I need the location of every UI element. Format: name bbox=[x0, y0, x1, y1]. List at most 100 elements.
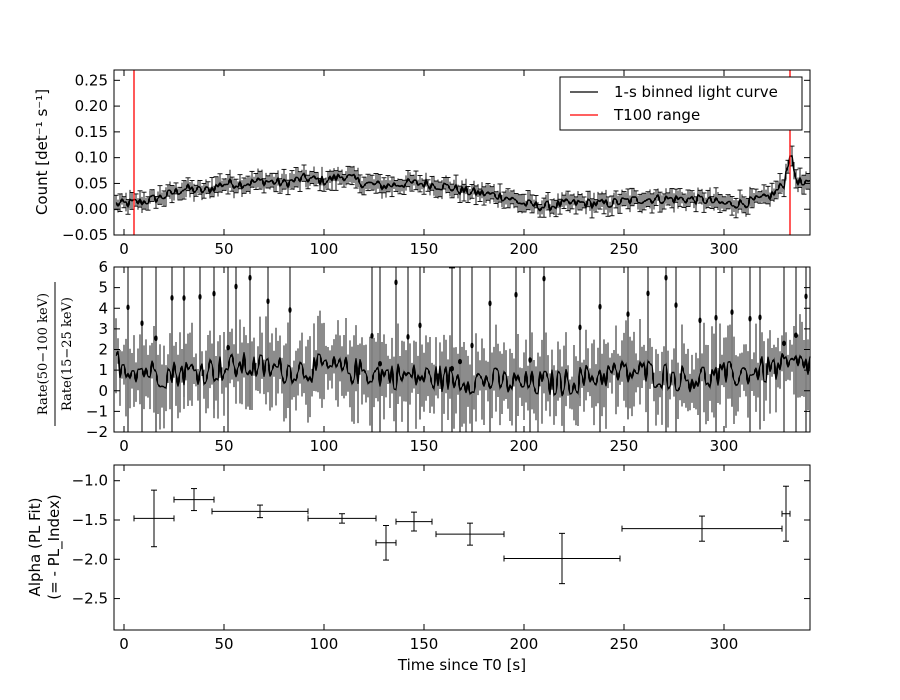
legend-label-light-curve: 1-s binned light curve bbox=[614, 83, 778, 101]
alpha-xtick-label: 100 bbox=[310, 635, 339, 653]
hardness-ratio-ticks: 0 50 100 150 200 250 300 −2 −1 0 1 2 3 4 5 6 bbox=[86, 258, 810, 455]
light-curve-ytick-label: 0.20 bbox=[75, 97, 108, 115]
hardness-ratio-outlier-point bbox=[730, 309, 734, 316]
hardness-ratio-ylabel-numerator: Rate(50−100 keV) bbox=[36, 293, 51, 415]
hardness-ratio-outlier-point bbox=[542, 275, 546, 282]
hardness-ratio-outlier-point bbox=[212, 290, 216, 297]
light-curve-ytick-label: 0.15 bbox=[75, 123, 108, 141]
hardness-ratio-outlier-point bbox=[248, 274, 252, 281]
hardness-ratio-ytick-label: 0 bbox=[98, 382, 108, 400]
hardness-ratio-xtick-label: 300 bbox=[710, 437, 739, 455]
hardness-ratio-xtick-label: 150 bbox=[410, 437, 439, 455]
alpha-panel: 0 50 100 150 200 250 300 −2.5 −2.0 −1.5 −1.0 Alpha… bbox=[26, 464, 811, 674]
alpha-ylabel-line2: (= - PL_Index) bbox=[45, 494, 64, 599]
hardness-ratio-line bbox=[115, 350, 811, 397]
hardness-ratio-outlier-point bbox=[698, 317, 702, 324]
hardness-ratio-ytick-label: 6 bbox=[98, 258, 108, 276]
hardness-ratio-ytick-label: 4 bbox=[98, 299, 108, 317]
hardness-ratio-outlier-point bbox=[804, 293, 808, 300]
hardness-ratio-data bbox=[115, 266, 811, 432]
hardness-ratio-outlier-point bbox=[140, 320, 144, 327]
hardness-ratio-outlier-point bbox=[664, 274, 668, 281]
alpha-xtick-label: 200 bbox=[510, 635, 539, 653]
hardness-ratio-ylabel-denominator: Rate(15−25 keV) bbox=[60, 297, 75, 411]
light-curve-ticks: 0 50 100 150 200 250 300 −0.05 0.00 0.05 0.10 0.15 0… bbox=[62, 70, 810, 258]
alpha-xtick-label: 150 bbox=[410, 635, 439, 653]
hardness-ratio-outlier-point bbox=[226, 344, 230, 351]
hardness-ratio-ytick-label: 1 bbox=[98, 361, 108, 379]
hardness-ratio-outlier-point bbox=[170, 294, 174, 301]
hardness-ratio-outlier-point bbox=[458, 358, 462, 365]
hardness-ratio-outlier-point bbox=[266, 298, 270, 305]
hardness-ratio-xtick-label: 50 bbox=[214, 437, 233, 455]
light-curve-xtick-label: 250 bbox=[610, 240, 639, 258]
hardness-ratio-outlier-point bbox=[288, 307, 292, 314]
hardness-ratio-outlier-point bbox=[370, 332, 374, 339]
light-curve-ytick-label: 0.10 bbox=[75, 149, 108, 167]
alpha-data bbox=[133, 485, 791, 585]
hardness-ratio-outlier-point bbox=[514, 291, 518, 298]
alpha-frame bbox=[113, 464, 811, 631]
light-curve-ytick-label: −0.05 bbox=[62, 226, 108, 244]
hardness-ratio-outlier-point bbox=[674, 302, 678, 309]
hardness-ratio-outlier-point bbox=[234, 283, 238, 290]
hardness-ratio-outlier-point bbox=[154, 335, 158, 342]
hardness-ratio-frame bbox=[113, 266, 811, 433]
legend: 1-s binned light curve T100 range bbox=[559, 76, 803, 131]
alpha-ticks: 0 50 100 150 200 250 300 −2.5 −2.0 −1.5 −1.0 bbox=[72, 465, 810, 653]
light-curve-ylabel: Count [det⁻¹ s⁻¹] bbox=[33, 89, 51, 215]
legend-box bbox=[559, 76, 803, 131]
light-curve-line bbox=[115, 155, 811, 214]
hardness-ratio-outlier-point bbox=[748, 315, 752, 322]
light-curve-xtick-label: 50 bbox=[214, 240, 233, 258]
alpha-ytick-label: −1.5 bbox=[72, 511, 108, 529]
light-curve-xtick-label: 0 bbox=[119, 240, 129, 258]
light-curve-xtick-label: 100 bbox=[310, 240, 339, 258]
light-curve-xtick-label: 200 bbox=[510, 240, 539, 258]
hardness-ratio-outlier-point bbox=[378, 360, 382, 367]
hardness-ratio-outlier-point bbox=[406, 333, 410, 340]
light-curve-ytick-label: 0.25 bbox=[75, 71, 108, 89]
alpha-ytick-label: −1.0 bbox=[72, 472, 108, 490]
hardness-ratio-outlier-point bbox=[418, 322, 422, 329]
hardness-ratio-outlier-point bbox=[794, 332, 798, 339]
alpha-xtick-label: 300 bbox=[710, 635, 739, 653]
alpha-ytick-label: −2.0 bbox=[72, 550, 108, 568]
hardness-ratio-panel: 0 50 100 150 200 250 300 −2 −1 0 1 2 3 4 5 6 Rate(50−10… bbox=[36, 258, 811, 455]
hardness-ratio-ytick-label: −1 bbox=[86, 402, 108, 420]
hardness-ratio-ylabel: Rate(50−100 keV) Rate(15−25 keV) bbox=[36, 282, 75, 426]
hardness-ratio-outlier-point bbox=[198, 293, 202, 300]
hardness-ratio-outlier-point bbox=[626, 311, 630, 318]
alpha-xlabel: Time since T0 [s] bbox=[397, 656, 526, 674]
hardness-ratio-outlier-point bbox=[646, 290, 650, 297]
hardness-ratio-outlier-point bbox=[598, 303, 602, 310]
hardness-ratio-ytick-label: 5 bbox=[98, 279, 108, 297]
alpha-xtick-label: 50 bbox=[214, 635, 233, 653]
light-curve-data bbox=[113, 145, 811, 219]
hardness-ratio-outlier-point bbox=[488, 300, 492, 307]
hardness-ratio-xtick-label: 0 bbox=[119, 437, 129, 455]
hardness-ratio-outlier-point bbox=[394, 279, 398, 286]
hardness-ratio-xtick-label: 100 bbox=[310, 437, 339, 455]
light-curve-ytick-label: 0.00 bbox=[75, 200, 108, 218]
alpha-xtick-label: 0 bbox=[119, 635, 129, 653]
hardness-ratio-ytick-label: −2 bbox=[86, 423, 108, 441]
hardness-ratio-outlier-point bbox=[758, 314, 762, 321]
alpha-ylabel-line1: Alpha (PL Fit) bbox=[26, 498, 44, 597]
hardness-ratio-outlier-point bbox=[714, 314, 718, 321]
hardness-ratio-outlier-point bbox=[470, 342, 474, 349]
hardness-ratio-outlier-point bbox=[182, 295, 186, 302]
hardness-ratio-ytick-label: 3 bbox=[98, 320, 108, 338]
light-curve-panel: 0 50 100 150 200 250 300 −0.05 0.00 0.05 0.10 0.15 0… bbox=[33, 69, 811, 258]
hardness-ratio-outlier-point bbox=[126, 304, 130, 311]
light-curve-ytick-label: 0.05 bbox=[75, 174, 108, 192]
hardness-ratio-outlier-point bbox=[782, 340, 786, 347]
hardness-ratio-xtick-label: 250 bbox=[610, 437, 639, 455]
light-curve-xtick-label: 300 bbox=[710, 240, 739, 258]
alpha-xtick-label: 250 bbox=[610, 635, 639, 653]
light-curve-xtick-label: 150 bbox=[410, 240, 439, 258]
hardness-ratio-outlier-point bbox=[528, 357, 532, 364]
hardness-ratio-ytick-label: 2 bbox=[98, 341, 108, 359]
alpha-ytick-label: −2.5 bbox=[72, 590, 108, 608]
